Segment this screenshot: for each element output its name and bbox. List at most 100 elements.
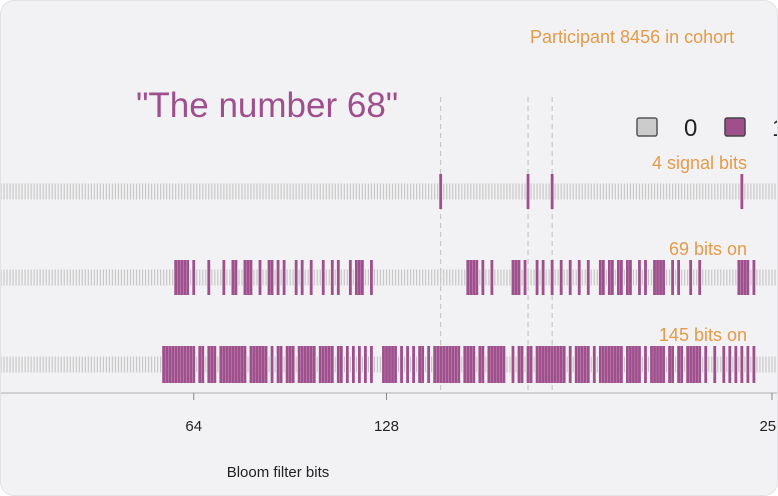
on-bit-245	[737, 260, 741, 295]
on-bit-129	[388, 346, 391, 383]
x-axis-ticks: 64 128 256	[185, 393, 777, 435]
on-bit-203	[610, 260, 614, 295]
x-tick-label-1: 128	[374, 418, 399, 435]
on-bit-172	[517, 260, 521, 295]
on-bit-218	[656, 346, 659, 383]
on-bit-212	[638, 346, 641, 383]
on-bit-77	[231, 346, 235, 383]
on-bit-106	[318, 346, 322, 383]
on-bit-74	[222, 346, 226, 383]
on-bit-250	[752, 260, 756, 295]
chart-title: "The number 68"	[136, 86, 398, 125]
on-bit-186	[559, 260, 563, 295]
on-bit-202	[607, 260, 611, 295]
on-bit-75	[225, 346, 229, 383]
on-bit-110	[330, 260, 334, 295]
on-bit-160	[481, 260, 485, 295]
on-bit-205	[616, 260, 620, 295]
on-bit-164	[493, 346, 497, 383]
on-bit-113	[339, 346, 343, 383]
on-bit-187	[562, 346, 566, 383]
legend-label-0: 0	[684, 115, 697, 142]
on-bit-160	[481, 346, 485, 383]
on-bit-206	[619, 260, 623, 295]
x-axis-label: Bloom filter bits	[227, 464, 330, 481]
on-bit-202	[607, 346, 611, 383]
on-bit-247	[743, 260, 747, 295]
on-bit-176	[529, 346, 533, 383]
on-bit-219	[659, 346, 662, 383]
on-bit-85	[255, 346, 259, 383]
on-bit-81	[243, 260, 247, 295]
on-bit-137	[412, 346, 415, 383]
on-bit-248	[746, 346, 750, 383]
bit-row-1: 69 bits on	[1, 239, 776, 295]
on-bit-228	[686, 346, 690, 383]
on-bit-199	[598, 346, 602, 383]
on-bit-150	[451, 346, 455, 383]
on-bit-58	[174, 260, 178, 295]
on-bit-155	[466, 260, 470, 295]
on-bit-80	[240, 346, 244, 383]
on-bit-214	[644, 346, 647, 383]
on-bit-86	[258, 346, 262, 383]
on-bit-214	[644, 260, 647, 295]
on-bit-232	[698, 346, 702, 383]
on-bit-147	[442, 346, 446, 383]
on-bit-84	[252, 346, 256, 383]
on-bit-127	[382, 346, 385, 383]
on-bit-90	[270, 346, 274, 383]
on-bit-115	[345, 346, 349, 383]
on-bit-107	[321, 346, 325, 383]
on-bit-157	[472, 260, 476, 295]
on-bit-192	[577, 346, 581, 383]
on-bit-61	[183, 346, 187, 383]
on-bit-101	[303, 346, 307, 383]
on-bit-225	[677, 260, 681, 295]
on-bit-142	[427, 346, 431, 383]
on-bit-155	[466, 346, 470, 383]
on-bit-175	[526, 346, 530, 383]
on-bit-55	[165, 346, 169, 383]
on-bit-232	[698, 260, 702, 295]
on-bit-180	[541, 346, 545, 383]
on-bit-194	[583, 346, 587, 383]
bit-row-0: 4 signal bits	[1, 153, 776, 209]
bit-row-2: 145 bits on	[1, 325, 776, 383]
on-bit-69	[207, 260, 211, 295]
on-bit-205	[616, 346, 620, 383]
on-bit-130	[391, 346, 394, 383]
on-bit-208	[626, 260, 629, 295]
on-bit-63	[189, 346, 193, 383]
on-bit-219	[659, 260, 662, 295]
x-tick-label-2: 256	[759, 418, 777, 435]
on-bit-204	[613, 346, 617, 383]
on-bit-118	[354, 260, 358, 295]
on-bit-123	[370, 260, 373, 295]
on-bit-163	[490, 346, 494, 383]
on-bit-140	[421, 346, 425, 383]
on-bit-210	[632, 346, 635, 383]
on-bit-60	[180, 346, 184, 383]
on-bit-209	[629, 346, 632, 383]
on-bit-82	[246, 260, 250, 295]
on-bit-208	[626, 346, 629, 383]
on-bit-120	[360, 260, 364, 295]
on-bit-217	[653, 346, 656, 383]
legend-label-1: 1	[772, 115, 777, 142]
on-bit-230	[692, 346, 696, 383]
on-bit-200	[601, 346, 605, 383]
on-bit-154	[463, 346, 467, 383]
on-bit-179	[538, 346, 542, 383]
on-bit-89	[267, 260, 271, 295]
on-bit-90	[270, 260, 274, 295]
on-bit-220	[662, 346, 665, 383]
on-bit-184	[553, 346, 557, 383]
on-bit-246	[740, 346, 744, 383]
on-bit-77	[231, 260, 235, 295]
on-bit-178	[535, 260, 539, 295]
on-bit-225	[677, 346, 681, 383]
on-bit-60	[180, 260, 184, 295]
on-bit-242	[728, 346, 732, 383]
